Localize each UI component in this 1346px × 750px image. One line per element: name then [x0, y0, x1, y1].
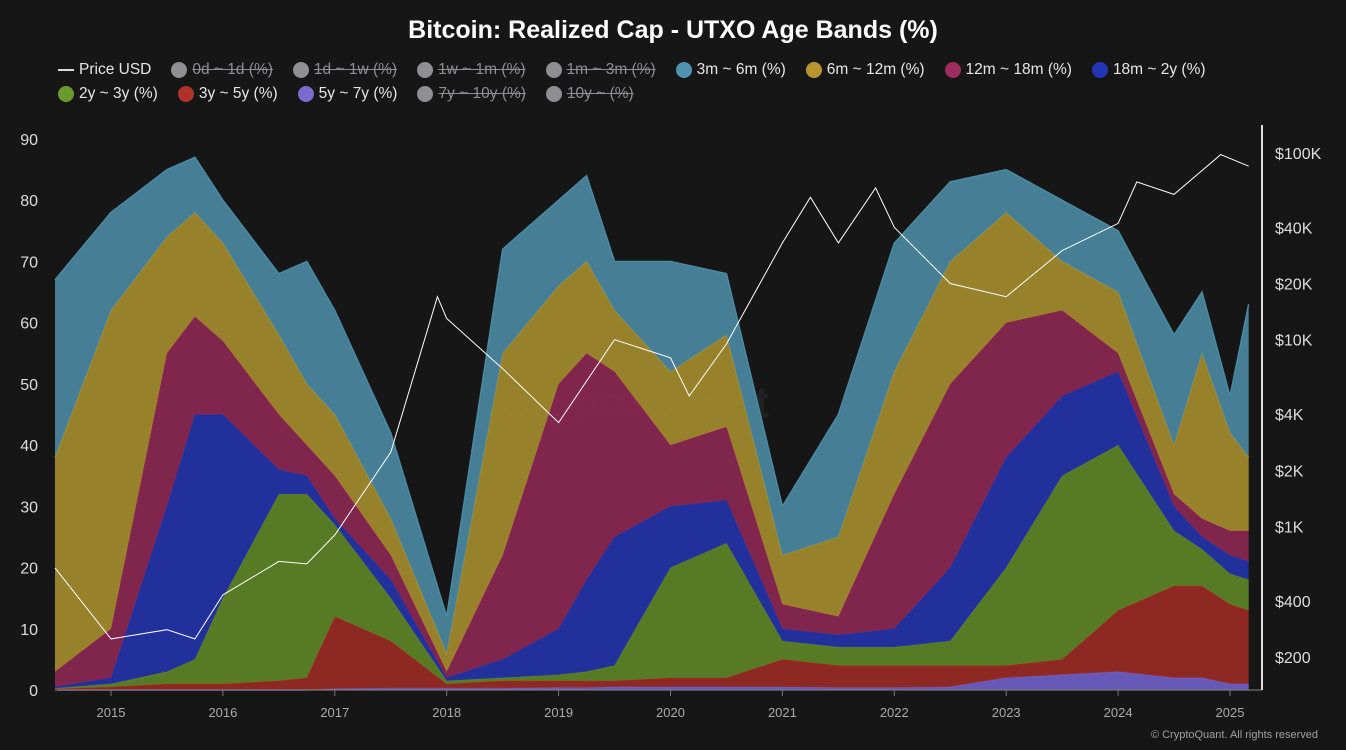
- legend-item[interactable]: 5y ~ 7y (%): [297, 84, 398, 104]
- area-band-6m-12m-: [55, 212, 1249, 672]
- y2-tick-label: $2K: [1275, 463, 1304, 480]
- x-tick-label: 2020: [656, 705, 685, 720]
- y-tick-label: 0: [29, 683, 38, 700]
- legend-item[interactable]: 1d ~ 1w (%): [292, 60, 398, 80]
- y-tick-label: 90: [20, 132, 38, 149]
- band-top-line: [54, 156, 1250, 617]
- legend-label: 6m ~ 12m (%): [826, 61, 925, 78]
- circle-marker-icon: [417, 86, 434, 102]
- y2-tick-label: $200: [1275, 650, 1311, 667]
- legend-item[interactable]: 1w ~ 1m (%): [417, 60, 526, 80]
- copyright: © CryptoQuant. All rights reserved: [1150, 729, 1318, 741]
- area-band-2y-3y-: [55, 445, 1249, 689]
- x-tick-label: 2024: [1104, 705, 1133, 720]
- circle-marker-icon: [417, 62, 434, 78]
- legend-label: 10y ~ (%): [566, 85, 634, 102]
- y-tick-label: 10: [20, 622, 38, 639]
- legend-label: 1m ~ 3m (%): [566, 61, 656, 78]
- legend-label: 5y ~ 7y (%): [318, 85, 398, 102]
- band-top-line: [54, 370, 1249, 688]
- x-tick-label: 2015: [97, 705, 126, 720]
- circle-marker-icon: [292, 62, 309, 78]
- circle-marker-icon: [545, 86, 562, 102]
- legend-item[interactable]: 0d ~ 1d (%): [171, 60, 273, 80]
- legend-label: 1d ~ 1w (%): [313, 61, 398, 78]
- y2-tick-label: $20K: [1275, 277, 1313, 294]
- area-band-3y-5y-: [55, 585, 1249, 690]
- y-tick-label: 40: [20, 438, 38, 455]
- legend-item[interactable]: 1m ~ 3m (%): [545, 60, 656, 80]
- line-marker-icon: [58, 69, 74, 71]
- legend-label: 3y ~ 5y (%): [198, 85, 278, 102]
- legend-item[interactable]: 2y ~ 3y (%): [58, 84, 158, 104]
- y-tick-label: 60: [20, 316, 38, 333]
- x-tick-label: 2025: [1216, 705, 1245, 720]
- circle-marker-icon: [1091, 62, 1108, 78]
- y2-tick-label: $10K: [1275, 333, 1313, 350]
- area-band-12m-18m-: [55, 310, 1249, 687]
- legend: Price USD 0d ~ 1d (%) 1d ~ 1w (%) 1w ~ 1m (…: [58, 60, 1298, 104]
- legend-label: Price USD: [79, 61, 152, 78]
- y2-tick-label: $4K: [1275, 407, 1304, 424]
- y-tick-label: 80: [20, 193, 38, 210]
- y-tick-label: 50: [20, 377, 38, 394]
- x-tick-label: 2022: [880, 705, 909, 720]
- area-band-3m-6m-: [55, 157, 1249, 654]
- legend-item[interactable]: 18m ~ 2y (%): [1091, 60, 1206, 80]
- legend-item[interactable]: 10y ~ (%): [545, 84, 634, 104]
- circle-marker-icon: [297, 86, 314, 102]
- circle-marker-icon: [675, 62, 692, 78]
- legend-item[interactable]: 3m ~ 6m (%): [675, 60, 786, 80]
- legend-item[interactable]: 6m ~ 12m (%): [805, 60, 925, 80]
- legend-label: 2y ~ 3y (%): [79, 85, 158, 102]
- y2-tick-label: $40K: [1275, 220, 1313, 237]
- y-tick-label: 30: [20, 499, 38, 516]
- chart-title: Bitcoin: Realized Cap - UTXO Age Bands (…: [408, 16, 938, 44]
- legend-label: 7y ~ 10y (%): [438, 85, 526, 102]
- legend-label: 1w ~ 1m (%): [438, 61, 526, 78]
- y2-tick-label: $100K: [1275, 146, 1322, 163]
- circle-marker-icon: [805, 62, 822, 78]
- legend-label: 0d ~ 1d (%): [192, 61, 273, 78]
- circle-marker-icon: [545, 62, 562, 78]
- legend-label: 18m ~ 2y (%): [1112, 61, 1206, 78]
- y-tick-label: 70: [20, 254, 38, 271]
- circle-marker-icon: [171, 62, 188, 78]
- circle-marker-icon: [944, 62, 961, 78]
- legend-item[interactable]: 7y ~ 10y (%): [417, 84, 526, 104]
- legend-label: 12m ~ 18m (%): [965, 61, 1072, 78]
- area-band-18m-2y-: [55, 371, 1249, 689]
- x-tick-label: 2021: [768, 705, 797, 720]
- legend-item[interactable]: 12m ~ 18m (%): [944, 60, 1072, 80]
- x-tick-label: 2018: [432, 705, 461, 720]
- legend-item[interactable]: 3y ~ 5y (%): [177, 84, 278, 104]
- circle-marker-icon: [58, 86, 74, 102]
- x-tick-label: 2019: [544, 705, 573, 720]
- y2-tick-label: $1K: [1275, 519, 1304, 536]
- y2-tick-label: $400: [1275, 594, 1311, 611]
- x-tick-label: 2023: [992, 705, 1021, 720]
- legend-label: 3m ~ 6m (%): [696, 61, 786, 78]
- legend-item[interactable]: Price USD: [58, 60, 151, 80]
- circle-marker-icon: [177, 86, 194, 102]
- x-tick-label: 2016: [208, 705, 237, 720]
- y-tick-label: 20: [20, 561, 38, 578]
- price-line: [54, 154, 1249, 640]
- x-tick-label: 2017: [320, 705, 349, 720]
